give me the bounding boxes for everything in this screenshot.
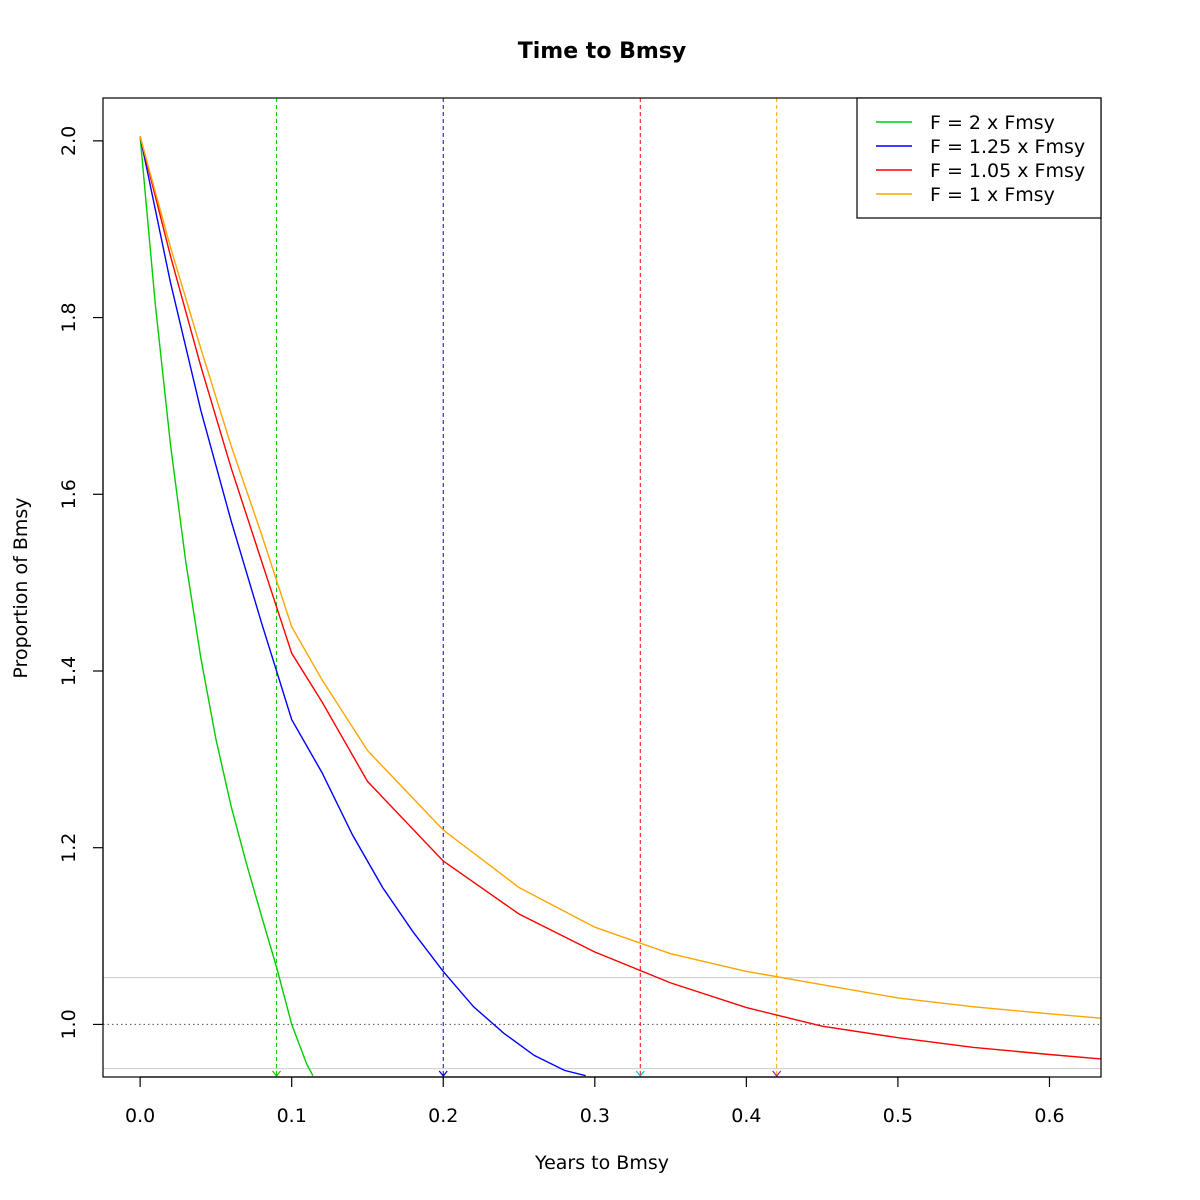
series-lines bbox=[139, 136, 1102, 1077]
series-line bbox=[139, 136, 586, 1077]
legend-entry-label: F = 2 x Fmsy bbox=[930, 112, 1055, 134]
marker-vertical-lines bbox=[276, 98, 778, 1077]
series-line bbox=[139, 136, 1102, 1060]
y-tick-label: 1.2 bbox=[58, 833, 80, 863]
legend-entry-label: F = 1.05 x Fmsy bbox=[930, 160, 1085, 182]
y-tick-label: 1.4 bbox=[58, 656, 80, 686]
x-marker bbox=[635, 1070, 645, 1077]
series-line bbox=[139, 136, 314, 1077]
series-line bbox=[139, 136, 1102, 1019]
legend-entry-label: F = 1.25 x Fmsy bbox=[930, 136, 1085, 158]
chart-title: Time to Bmsy bbox=[518, 39, 686, 64]
y-tick-label: 1.0 bbox=[58, 1009, 80, 1039]
x-axis: 0.0 0.1 0.2 0.3 0.4 0.5 0.6 bbox=[125, 1076, 1065, 1127]
x-marker bbox=[272, 1070, 282, 1077]
x-tick-label: 0.5 bbox=[883, 1105, 913, 1127]
x-marker bbox=[438, 1070, 448, 1077]
legend-box bbox=[856, 97, 1102, 219]
x-tick-label: 0.0 bbox=[125, 1105, 155, 1127]
legend-entry-label: F = 1 x Fmsy bbox=[930, 184, 1055, 206]
x-marker bbox=[772, 1070, 782, 1077]
x-tick-label: 0.2 bbox=[428, 1105, 458, 1127]
y-tick-label: 1.6 bbox=[58, 479, 80, 509]
y-axis-label: Proportion of Bmsy bbox=[10, 497, 32, 678]
x-tick-label: 0.6 bbox=[1034, 1105, 1064, 1127]
x-tick-label: 0.1 bbox=[277, 1105, 307, 1127]
y-axis: 1.0 1.2 1.4 1.6 1.8 2.0 bbox=[58, 126, 104, 1040]
x-axis-label: Years to Bmsy bbox=[534, 1152, 669, 1174]
x-tick-label: 0.3 bbox=[580, 1105, 610, 1127]
x-markers bbox=[272, 1070, 782, 1077]
y-tick-label: 2.0 bbox=[58, 126, 80, 156]
reference-lines bbox=[103, 977, 1101, 1070]
x-tick-label: 0.4 bbox=[731, 1105, 761, 1127]
y-tick-label: 1.8 bbox=[58, 302, 80, 332]
